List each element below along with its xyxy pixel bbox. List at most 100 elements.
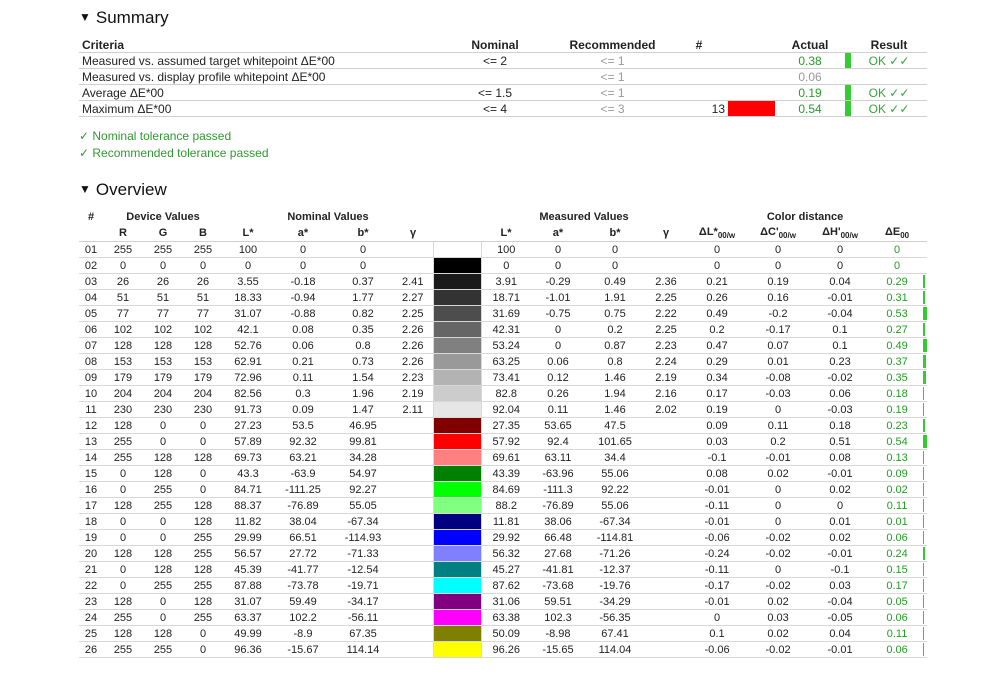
swatch bbox=[432, 513, 482, 530]
delta-c: 0 bbox=[747, 513, 810, 530]
nominal-b: 54.97 bbox=[333, 465, 393, 482]
delta-l: 0 bbox=[687, 609, 748, 626]
measured-a: 0 bbox=[531, 257, 585, 274]
delta-c: 0.2 bbox=[747, 433, 810, 450]
device-b: 128 bbox=[183, 337, 223, 354]
measured-a: -15.65 bbox=[531, 641, 585, 658]
overview-heading[interactable]: ▼ Overview bbox=[79, 180, 167, 199]
overview-row: 21 0 128 128 45.39 -41.77 -12.54 45.27 -41.81 -12… bbox=[79, 561, 928, 578]
summary-swatch bbox=[728, 100, 775, 117]
device-g: 51 bbox=[143, 289, 183, 306]
nominal-gamma bbox=[393, 465, 433, 482]
nominal-a: 0.09 bbox=[273, 401, 333, 418]
device-r: 255 bbox=[103, 449, 143, 466]
measured-gamma bbox=[645, 529, 688, 546]
summary-recommended: <= 1 bbox=[555, 52, 670, 69]
nominal-l: 18.33 bbox=[223, 289, 273, 306]
nominal-a: -111.25 bbox=[273, 481, 333, 498]
overview-row: 11 230 230 230 91.73 0.09 1.47 2.11 92.04 0.11 1.4… bbox=[79, 401, 928, 418]
delta-c: 0 bbox=[747, 561, 810, 578]
overview-table: # Device Values Nominal Values Measured … bbox=[79, 209, 928, 658]
delta-e-bar bbox=[923, 577, 928, 594]
nominal-l: 100 bbox=[223, 241, 273, 258]
delta-c: -0.02 bbox=[747, 577, 810, 594]
device-b: 0 bbox=[183, 641, 223, 658]
device-r: 0 bbox=[103, 561, 143, 578]
delta-e: 0.18 bbox=[871, 385, 924, 402]
delta-l: 0.19 bbox=[687, 401, 748, 418]
device-b: 0 bbox=[183, 625, 223, 642]
delta-e-bar bbox=[923, 305, 928, 322]
patch-number: 06 bbox=[79, 321, 103, 338]
device-r: 77 bbox=[103, 305, 143, 322]
nominal-l: 52.76 bbox=[223, 337, 273, 354]
delta-c: 0.02 bbox=[747, 593, 810, 610]
device-r: 128 bbox=[103, 593, 143, 610]
delta-e-bar bbox=[923, 497, 928, 514]
collapse-triangle-icon[interactable]: ▼ bbox=[79, 182, 91, 196]
nominal-a: 38.04 bbox=[273, 513, 333, 530]
summary-actual: 0.38 bbox=[775, 52, 845, 69]
delta-c: 0 bbox=[747, 481, 810, 498]
measured-gamma: 2.22 bbox=[645, 305, 688, 322]
delta-h: 0.18 bbox=[809, 417, 872, 434]
measured-l: 63.38 bbox=[481, 609, 531, 626]
nominal-gamma: 2.26 bbox=[393, 337, 433, 354]
device-g: 0 bbox=[143, 593, 183, 610]
patch-number: 11 bbox=[79, 401, 103, 418]
delta-e-bar-fill bbox=[923, 403, 925, 416]
device-b: 153 bbox=[183, 353, 223, 370]
delta-c: -0.08 bbox=[747, 369, 810, 386]
summary-result: OK ✓✓ bbox=[851, 52, 927, 69]
nominal-gamma: 2.27 bbox=[393, 289, 433, 306]
delta-e: 0.13 bbox=[871, 449, 924, 466]
delta-e-bar bbox=[923, 593, 928, 610]
measured-a: 0 bbox=[531, 321, 585, 338]
delta-h: 0.08 bbox=[809, 449, 872, 466]
delta-l: 0 bbox=[687, 241, 748, 258]
delta-c: 0.16 bbox=[747, 289, 810, 306]
delta-e-bar bbox=[923, 449, 928, 466]
measured-b: 0.87 bbox=[585, 337, 645, 354]
col-number: # bbox=[695, 37, 703, 52]
delta-e-bar bbox=[923, 321, 928, 338]
delta-c: -0.02 bbox=[747, 545, 810, 562]
delta-e: 0 bbox=[871, 257, 924, 274]
delta-e-bar-fill bbox=[923, 355, 927, 368]
measured-a: -76.89 bbox=[531, 497, 585, 514]
delta-c: 0.07 bbox=[747, 337, 810, 354]
delta-l: 0.26 bbox=[687, 289, 748, 306]
patch-number: 09 bbox=[79, 369, 103, 386]
summary-criteria: Measured vs. display profile whitepoint … bbox=[79, 68, 435, 85]
delta-h: -0.02 bbox=[809, 369, 872, 386]
summary-swatch bbox=[728, 84, 775, 101]
measured-b: 0.2 bbox=[585, 321, 645, 338]
delta-e-bar bbox=[923, 481, 928, 498]
device-b: 0 bbox=[183, 481, 223, 498]
delta-e: 0.23 bbox=[871, 417, 924, 434]
nominal-a: 53.5 bbox=[273, 417, 333, 434]
measured-l: 50.09 bbox=[481, 625, 531, 642]
delta-h: 0.23 bbox=[809, 353, 872, 370]
group-nominal-values: Nominal Values bbox=[287, 211, 369, 223]
delta-h: -0.04 bbox=[809, 593, 872, 610]
delta-e: 0.49 bbox=[871, 337, 924, 354]
summary-heading[interactable]: ▼ Summary bbox=[79, 8, 169, 27]
swatch bbox=[432, 609, 482, 626]
patch-number: 18 bbox=[79, 513, 103, 530]
nominal-l: 69.73 bbox=[223, 449, 273, 466]
nominal-a: -73.78 bbox=[273, 577, 333, 594]
patch-number: 12 bbox=[79, 417, 103, 434]
nominal-a: 0 bbox=[273, 257, 333, 274]
device-g: 128 bbox=[143, 561, 183, 578]
delta-h: -0.01 bbox=[809, 641, 872, 658]
device-g: 26 bbox=[143, 273, 183, 290]
delta-l: 0.2 bbox=[687, 321, 748, 338]
nominal-b: 0.8 bbox=[333, 337, 393, 354]
measured-gamma: 2.02 bbox=[645, 401, 688, 418]
measured-gamma: 2.25 bbox=[645, 321, 688, 338]
collapse-triangle-icon[interactable]: ▼ bbox=[79, 10, 91, 24]
patch-number: 26 bbox=[79, 641, 103, 658]
nominal-b: 1.54 bbox=[333, 369, 393, 386]
measured-b: -114.81 bbox=[585, 529, 645, 546]
